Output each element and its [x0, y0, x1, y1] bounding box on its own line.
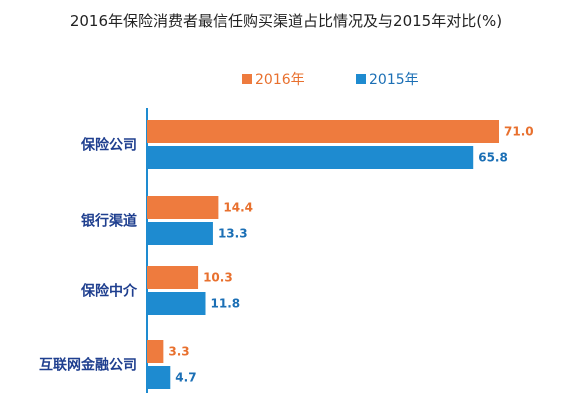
chart-title: 2016年保险消费者最信任购买渠道占比情况及与2015年对比(%): [70, 12, 502, 30]
value-label: 3.3: [168, 345, 189, 359]
bars-layer: 保险公司 71.0 65.8 银行渠道 14.4 13.3 保险中介 10.3 11.8 互联网金…: [39, 120, 534, 389]
bar-2015: [147, 292, 206, 315]
category-label: 保险公司: [80, 137, 137, 154]
bar-2015: [147, 222, 213, 245]
legend-swatch-2016: [242, 74, 252, 84]
value-label: 65.8: [478, 151, 508, 165]
value-label: 13.3: [218, 227, 248, 241]
bar-2015: [147, 146, 474, 169]
category-label: 互联网金融公司: [39, 357, 137, 374]
legend: 2016年 2015年: [242, 72, 419, 88]
category-label: 保险中介: [80, 283, 138, 300]
value-label: 10.3: [203, 271, 233, 285]
value-label: 71.0: [504, 125, 534, 139]
value-label: 14.4: [223, 201, 253, 215]
bar-2016: [147, 266, 199, 289]
category-label: 银行渠道: [81, 213, 137, 230]
legend-label-2016: 2016年: [255, 72, 305, 88]
bar-2015: [147, 366, 171, 389]
legend-swatch-2015: [356, 74, 366, 84]
bar-2016: [147, 120, 499, 143]
bar-2016: [147, 340, 164, 363]
value-label: 4.7: [175, 371, 196, 385]
bar-2016: [147, 196, 219, 219]
legend-label-2015: 2015年: [369, 72, 419, 88]
value-label: 11.8: [211, 297, 241, 311]
